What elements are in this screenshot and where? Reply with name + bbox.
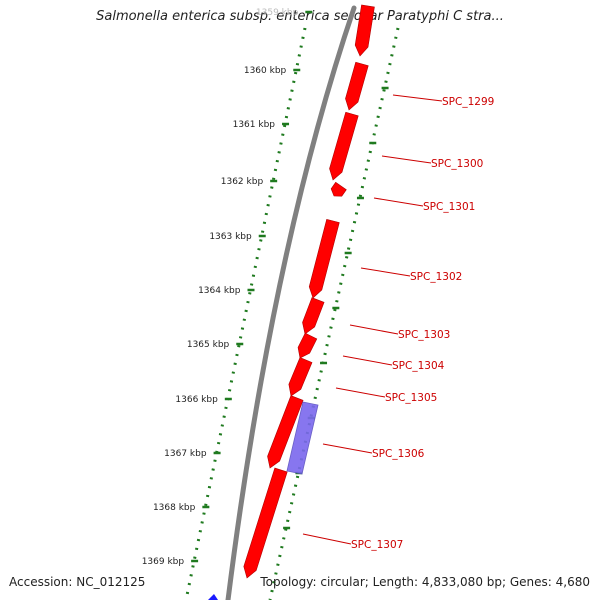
scale-tick-label: 1366 kbp [175,395,218,405]
gene-arrow-forward [288,357,313,397]
gene-label: SPC_1302 [410,271,462,283]
gene-label-leader [302,533,352,545]
gene-label: SPC_1305 [385,392,437,404]
gene-arrow-reverse-partial [208,594,218,600]
gene-label: SPC_1300 [431,158,483,170]
scale-tick-label: 1363 kbp [209,232,252,242]
map-title: Salmonella enterica subsp. enterica sero… [96,9,504,24]
gene-arrow-forward [345,61,369,111]
gene-label-leader [373,197,424,207]
gene-label-leader [349,324,399,335]
scale-tick-label: 1364 kbp [198,286,241,296]
gene-label: SPC_1307 [351,539,403,551]
gene-label-leader [392,94,443,102]
gene-arrow-forward [329,111,359,181]
gene-arrow-forward [243,467,288,579]
outer-dotted-track [184,27,307,600]
scale-tick-label: 1359 kbp [256,8,299,18]
gene-arrow-forward [267,395,304,469]
scale-tick-label: 1365 kbp [187,340,230,350]
scale-tick-label: 1362 kbp [221,177,264,187]
topology-label: Topology: circular; Length: 4,833,080 bp… [260,575,590,589]
accession-label: Accession: NC_012125 [9,575,146,589]
gene-label: SPC_1301 [423,201,475,213]
scale-tick-label: 1361 kbp [233,120,276,130]
gene-label-leader [322,443,373,454]
gene-label: SPC_1303 [398,329,450,341]
gene-label: SPC_1304 [392,360,445,372]
gene-label: SPC_1299 [442,96,494,108]
scale-tick-label: 1368 kbp [153,503,196,513]
gene-label-leader [342,355,393,366]
gene-arrow-forward [354,4,375,57]
gene-arrow-reverse [286,401,319,475]
scale-tick-label: 1360 kbp [244,66,287,76]
gene-arrow-forward [330,181,347,197]
gene-arrow-forward [302,297,325,335]
inner-dotted-track [268,27,400,600]
gene-arrow-forward [297,332,318,359]
gene-arrow-forward [308,219,340,299]
genome-backbone [225,5,357,600]
gene-label-leader [360,267,411,277]
scale-tick-label: 1367 kbp [164,449,207,459]
gene-label-leader [335,387,386,398]
gene-label-leader [381,155,432,164]
gene-label: SPC_1306 [372,448,425,460]
scale-tick-label: 1369 kbp [142,557,185,567]
